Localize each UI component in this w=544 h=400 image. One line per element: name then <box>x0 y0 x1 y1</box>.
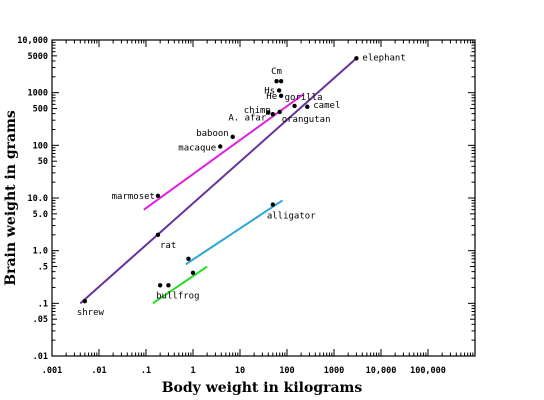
y-tick-label: .5 <box>38 263 48 273</box>
data-point <box>270 202 276 207</box>
y-tick-label: .1 <box>38 299 48 309</box>
data-point <box>155 193 161 199</box>
x-tick-label: .01 <box>91 366 106 376</box>
point-label: camel <box>313 101 340 111</box>
point-label: chimp <box>244 106 271 116</box>
data-point <box>186 256 191 262</box>
point-label: baboon <box>196 129 229 139</box>
y-tick-label: 1000 <box>28 89 48 99</box>
data-point <box>230 134 235 140</box>
data-point <box>277 109 282 115</box>
data-point <box>266 110 271 115</box>
point-label: Cm <box>271 67 282 77</box>
y-tick-label: .05 <box>33 315 48 325</box>
point-label: rat <box>160 241 176 251</box>
data-point <box>82 298 88 304</box>
axis-ticks <box>51 40 475 357</box>
fit-line <box>152 265 208 305</box>
data-point <box>305 104 310 109</box>
y-tick-labels: 10,000 5000 1000 500 100 50 10.0 5.0 1.0 .5 .1 .05.… <box>17 36 48 362</box>
point-labels: shrew rat marmoset macaque baboon A. afarchim… <box>77 53 406 318</box>
data-point <box>190 270 196 275</box>
x-tick-label: 100,000 <box>410 366 446 376</box>
regression-lines <box>79 57 358 305</box>
point-label: gorilla <box>285 93 323 103</box>
data-point <box>292 103 297 109</box>
data-point <box>155 232 161 238</box>
x-tick-label: 1 <box>190 366 195 376</box>
data-point <box>218 144 223 149</box>
point-label: elephant <box>362 53 405 63</box>
x-axis-title: Body weight in kilograms <box>162 380 363 396</box>
point-label: A. afar <box>228 114 267 124</box>
y-tick-label: 100 <box>33 141 48 151</box>
y-tick-label: 500 <box>33 105 48 115</box>
x-tick-label: 1000 <box>324 366 344 376</box>
x-tick-label: .1 <box>141 366 151 376</box>
point-label: Hs <box>264 86 275 96</box>
x-tick-label: 10 <box>235 366 245 376</box>
y-axis-title: Brain weight in grams <box>3 110 19 286</box>
point-label: shrew <box>77 308 105 318</box>
y-tick-label: 10.0 <box>28 194 48 204</box>
point-label: orangutan <box>282 115 331 125</box>
data-point <box>354 56 359 61</box>
data-point <box>166 283 171 288</box>
y-tick-label: 50 <box>38 157 48 167</box>
x-tick-label: 10,000 <box>366 366 397 376</box>
data-points <box>82 56 359 304</box>
point-label: bullfrog <box>156 291 199 301</box>
data-point <box>278 79 284 84</box>
y-tick-label: 1.0 <box>33 247 48 257</box>
fit-line <box>143 93 305 211</box>
data-point <box>276 88 282 93</box>
x-tick-labels: .001 .01 .1 1 10 100 1000 10,000 100,000 <box>42 366 446 376</box>
point-label: alligator <box>267 212 316 222</box>
fit-line <box>79 57 358 305</box>
y-tick-label: 5000 <box>28 52 48 62</box>
point-label: macaque <box>178 144 216 154</box>
point-label: He <box>266 92 277 102</box>
y-tick-label: .01 <box>33 352 48 362</box>
point-label: marmoset <box>112 192 155 202</box>
x-tick-label: 100 <box>279 366 294 376</box>
y-tick-label: 10,000 <box>17 36 48 46</box>
data-point <box>278 93 284 99</box>
x-tick-label: .001 <box>42 366 62 376</box>
data-point <box>274 79 279 84</box>
data-point <box>270 112 276 117</box>
data-point <box>157 283 163 288</box>
y-tick-label: 5.0 <box>33 210 48 220</box>
fit-line <box>185 199 283 266</box>
